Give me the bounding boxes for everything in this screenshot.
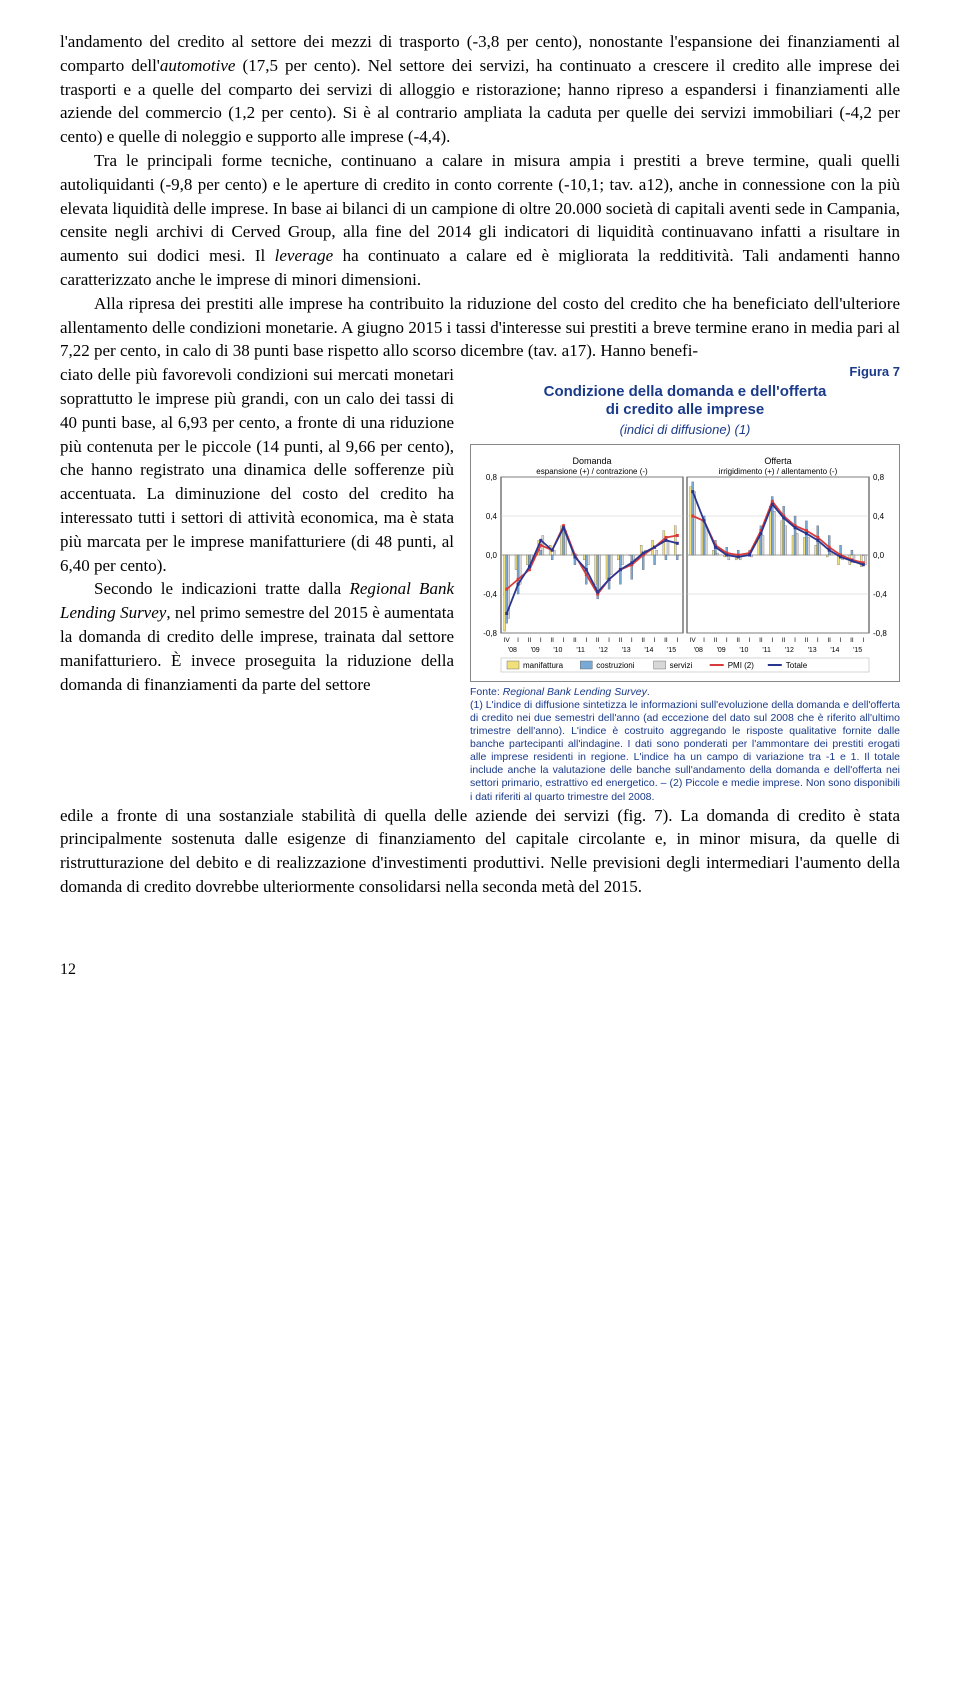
l2a: Secondo le indicazioni tratte dalla: [94, 579, 349, 598]
figure-label: Figura 7: [470, 363, 900, 381]
p2-it: leverage: [275, 246, 334, 265]
svg-text:'09: '09: [531, 647, 540, 654]
tail: edile a fronte di una sostanziale stabil…: [60, 804, 900, 899]
figure-title-1: Condizione della domanda e dell'offerta: [470, 383, 900, 401]
svg-text:'12: '12: [785, 647, 794, 654]
svg-text:I: I: [703, 637, 705, 644]
figure-subtitle: (indici di diffusione) (1): [470, 421, 900, 439]
svg-text:PMI (2): PMI (2): [728, 661, 755, 670]
paragraph-3: Alla ripresa dei prestiti alle imprese h…: [60, 292, 900, 363]
left-p2: Secondo le indicazioni tratte dalla Regi…: [60, 577, 454, 696]
svg-text:0,4: 0,4: [873, 512, 885, 521]
svg-text:Domanda: Domanda: [572, 456, 611, 466]
svg-text:I: I: [817, 637, 819, 644]
svg-text:II: II: [550, 637, 554, 644]
svg-text:Totale: Totale: [786, 661, 808, 670]
svg-text:I: I: [631, 637, 633, 644]
svg-text:'08: '08: [694, 647, 703, 654]
svg-text:costruzioni: costruzioni: [596, 661, 634, 670]
svg-text:II: II: [596, 637, 600, 644]
svg-text:II: II: [619, 637, 623, 644]
svg-text:IV: IV: [690, 637, 697, 644]
svg-text:I: I: [517, 637, 519, 644]
svg-text:II: II: [850, 637, 854, 644]
svg-text:II: II: [736, 637, 740, 644]
svg-text:manifattura: manifattura: [523, 661, 564, 670]
p1-it: automotive: [160, 56, 236, 75]
svg-text:I: I: [608, 637, 610, 644]
paragraph-1: l'andamento del credito al settore dei m…: [60, 30, 900, 149]
svg-text:I: I: [862, 637, 864, 644]
chart-container: Domandaespansione (+) / contrazione (-) I…: [470, 444, 900, 682]
svg-text:'10: '10: [553, 647, 562, 654]
svg-text:'11: '11: [762, 647, 771, 654]
svg-text:'11: '11: [576, 647, 585, 654]
figure-7: Figura 7 Condizione della domanda e dell…: [470, 363, 900, 804]
svg-text:'13: '13: [622, 647, 631, 654]
svg-text:0,4: 0,4: [486, 512, 498, 521]
body-text: l'andamento del credito al settore dei m…: [60, 30, 900, 363]
figure-title-2: di credito alle imprese: [470, 401, 900, 419]
svg-text:Offerta: Offerta: [764, 456, 791, 466]
svg-text:IV: IV: [504, 637, 511, 644]
chart-svg: Domandaespansione (+) / contrazione (-) I…: [475, 449, 895, 679]
svg-text:I: I: [840, 637, 842, 644]
svg-text:II: II: [759, 637, 763, 644]
svg-text:'10: '10: [739, 647, 748, 654]
svg-text:-0,4: -0,4: [873, 590, 887, 599]
svg-text:II: II: [827, 637, 831, 644]
two-column-row: ciato delle più favorevoli condizioni su…: [60, 363, 900, 804]
svg-text:0,0: 0,0: [486, 551, 498, 560]
svg-text:II: II: [714, 637, 718, 644]
figure-footnote: Fonte: Regional Bank Lending Survey.(1) …: [470, 686, 900, 804]
svg-text:'09: '09: [717, 647, 726, 654]
svg-text:'08: '08: [508, 647, 517, 654]
left-column: ciato delle più favorevoli condizioni su…: [60, 363, 454, 696]
svg-text:0,0: 0,0: [873, 551, 885, 560]
svg-text:II: II: [573, 637, 577, 644]
svg-text:I: I: [794, 637, 796, 644]
svg-text:II: II: [528, 637, 532, 644]
svg-text:'12: '12: [599, 647, 608, 654]
svg-text:I: I: [676, 637, 678, 644]
page-number: 12: [60, 959, 900, 981]
svg-text:'14: '14: [644, 647, 653, 654]
svg-text:I: I: [771, 637, 773, 644]
svg-text:II: II: [805, 637, 809, 644]
svg-text:'13: '13: [808, 647, 817, 654]
svg-text:espansione (+) / contrazione (: espansione (+) / contrazione (-): [536, 467, 648, 476]
svg-text:'15: '15: [667, 647, 676, 654]
svg-text:'14: '14: [830, 647, 839, 654]
svg-text:II: II: [664, 637, 668, 644]
tail-paragraph: edile a fronte di una sostanziale stabil…: [60, 804, 900, 899]
svg-text:-0,4: -0,4: [483, 590, 497, 599]
svg-text:I: I: [540, 637, 542, 644]
svg-text:I: I: [749, 637, 751, 644]
svg-text:I: I: [585, 637, 587, 644]
svg-text:irrigidimento (+) / allentamen: irrigidimento (+) / allentamento (-): [719, 467, 838, 476]
svg-text:0,8: 0,8: [873, 473, 885, 482]
svg-text:II: II: [782, 637, 786, 644]
svg-text:-0,8: -0,8: [873, 629, 887, 638]
svg-text:I: I: [726, 637, 728, 644]
svg-text:0,8: 0,8: [486, 473, 498, 482]
left-p1: ciato delle più favorevoli condizioni su…: [60, 363, 454, 577]
paragraph-2: Tra le principali forme tecniche, contin…: [60, 149, 900, 292]
p3: Alla ripresa dei prestiti alle imprese h…: [60, 294, 900, 361]
svg-text:'15: '15: [853, 647, 862, 654]
svg-text:-0,8: -0,8: [483, 629, 497, 638]
svg-text:I: I: [654, 637, 656, 644]
svg-text:servizi: servizi: [670, 661, 693, 670]
svg-text:I: I: [563, 637, 565, 644]
svg-text:II: II: [641, 637, 645, 644]
